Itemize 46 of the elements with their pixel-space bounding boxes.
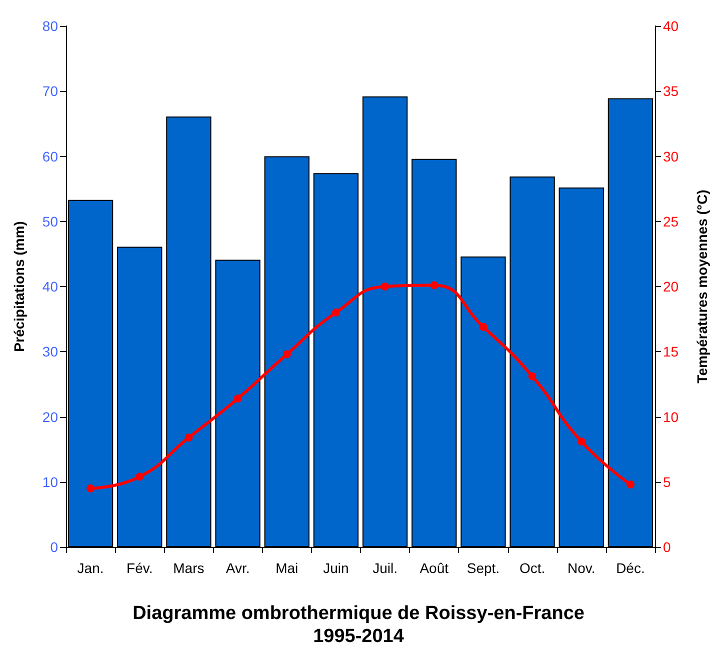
y-tick-label: 20: [42, 408, 58, 425]
text: Diagramme ombrothermique de Roissy-en-France: [132, 603, 584, 624]
point: [184, 434, 193, 442]
x-tick-label: Nov.: [568, 560, 596, 576]
y2-tick-label: 30: [663, 148, 679, 164]
y-tick-label: 0: [50, 539, 58, 555]
y-tick-label: 30: [42, 344, 58, 360]
x-tick-label: Fév.: [126, 560, 153, 576]
y-tick-label: 50: [42, 213, 58, 230]
y2-tick-label: 5: [663, 474, 671, 490]
y-tick-label: 80: [42, 18, 58, 34]
y2-axis-title: Températures moyennes (°C): [694, 190, 710, 384]
y-tick-label: 10: [42, 474, 58, 490]
x-tick-label: Juin: [323, 560, 349, 576]
point: [479, 322, 488, 331]
point: [86, 484, 95, 492]
y-tick-label: 40: [42, 278, 58, 294]
y-tick-label: 70: [42, 83, 58, 100]
y2-tick-label: 0: [663, 539, 671, 555]
y2-tick-label: 20: [663, 278, 679, 294]
x-tick-label: Déc.: [616, 560, 645, 576]
point: [626, 480, 634, 488]
point: [282, 350, 291, 358]
y-tick-label: 60: [42, 148, 58, 164]
x-tick-label: Mai: [276, 560, 298, 576]
point: [381, 282, 390, 290]
x-tick-label: Oct.: [519, 560, 546, 576]
y2-tick-label: 10: [663, 408, 679, 425]
y2-tick-label: 35: [663, 83, 679, 100]
point: [136, 472, 144, 481]
x-tick-label: Jan.: [77, 560, 104, 576]
point: [234, 394, 242, 403]
x-tick-label: Août: [420, 560, 449, 576]
point: [332, 308, 340, 317]
point: [430, 281, 438, 290]
point: [528, 372, 536, 380]
point: [577, 438, 586, 446]
x-tick-label: Sept.: [466, 560, 500, 576]
y-axis-title: Précipitations (mm): [11, 221, 27, 352]
y2-tick-label: 40: [663, 18, 679, 34]
text: 1995-2014: [313, 626, 404, 647]
y2-tick-label: 25: [663, 213, 679, 230]
x-tick-label: Juil.: [372, 560, 398, 576]
x-tick-label: Avr.: [226, 560, 250, 576]
y2-tick-label: 15: [663, 344, 679, 360]
x-tick-label: Mars: [173, 560, 204, 576]
